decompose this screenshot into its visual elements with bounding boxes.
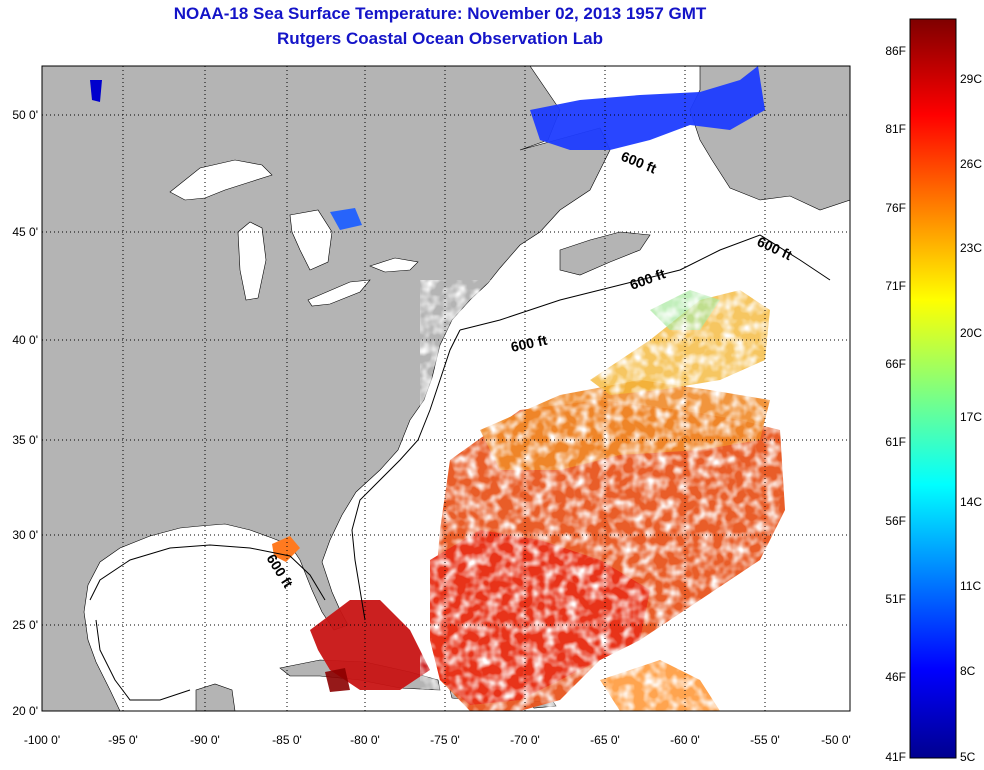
- land-yucatan: [195, 683, 236, 711]
- colorbar-f-label: 46F: [885, 670, 906, 684]
- lon-tick-label: -90 0': [190, 733, 220, 747]
- lon-tick-label: -55 0': [750, 733, 780, 747]
- colorbar-f-label: 51F: [885, 592, 906, 606]
- lat-tick-label: 45 0': [12, 225, 38, 239]
- colorbar-f-label: 71F: [885, 279, 906, 293]
- lat-tick-label: 25 0': [12, 618, 38, 632]
- lon-tick-label: -50 0': [821, 733, 851, 747]
- lake-ontario: [369, 257, 419, 273]
- lon-tick-label: -100 0': [24, 733, 60, 747]
- isobath-600ft-contour: [89, 234, 831, 701]
- lon-tick-label: -70 0': [510, 733, 540, 747]
- lon-tick-label: -75 0': [430, 733, 460, 747]
- colorbar-c-label: 17C: [960, 410, 982, 424]
- lake-superior: [169, 159, 273, 201]
- colorbar-c-label: 26C: [960, 157, 982, 171]
- lat-axis: 50 0' 45 0' 40 0' 35 0' 30 0' 25 0' 20 0…: [12, 108, 38, 718]
- lon-tick-label: -60 0': [670, 733, 700, 747]
- lat-tick-label: 35 0': [12, 433, 38, 447]
- lon-tick-label: -95 0': [108, 733, 138, 747]
- lake-michigan: [237, 221, 267, 301]
- colorbar-c-label: 23C: [960, 241, 982, 255]
- map-subtitle: Rutgers Coastal Ocean Observation Lab: [277, 29, 603, 48]
- lat-tick-label: 20 0': [12, 704, 38, 718]
- colorbar-c-label: 14C: [960, 495, 982, 509]
- lat-tick-label: 40 0': [12, 333, 38, 347]
- lon-axis: -100 0' -95 0' -90 0' -85 0' -80 0' -75 …: [24, 733, 851, 747]
- graticule-grid: [42, 66, 850, 711]
- colorbar-c-label: 5C: [960, 750, 976, 764]
- land-north-america: [42, 66, 611, 711]
- map-frame: [41, 65, 851, 712]
- lon-tick-label: -85 0': [272, 733, 302, 747]
- land-nova-scotia: [559, 231, 651, 276]
- lat-tick-label: 30 0': [12, 528, 38, 542]
- map-title: NOAA-18 Sea Surface Temperature: Novembe…: [173, 4, 707, 23]
- colorbar-f-label: 76F: [885, 201, 906, 215]
- colorbar-f-label: 61F: [885, 435, 906, 449]
- colorbar-f-label: 56F: [885, 514, 906, 528]
- cloud-mask: [420, 280, 800, 711]
- lat-tick-label: 50 0': [12, 108, 38, 122]
- colorbar-c-label: 8C: [960, 664, 976, 678]
- lake-erie: [307, 279, 371, 307]
- colorbar-c-label: 29C: [960, 72, 982, 86]
- colorbar-f-label: 86F: [885, 44, 906, 58]
- colorbar-c-label: 20C: [960, 326, 982, 340]
- lon-tick-label: -80 0': [350, 733, 380, 747]
- colorbar-f-label: 66F: [885, 357, 906, 371]
- colorbar-f-label: 81F: [885, 122, 906, 136]
- colorbar-c-label: 11C: [960, 579, 981, 593]
- temperature-colorbar: 86F 81F 76F 71F 66F 61F 56F 51F 46F 41F …: [885, 18, 982, 764]
- colorbar-f-label: 41F: [885, 750, 906, 764]
- lake-huron: [289, 209, 333, 271]
- contour-label: 600 ft: [509, 332, 548, 355]
- colorbar-gradient: [909, 18, 957, 759]
- lon-tick-label: -65 0': [590, 733, 620, 747]
